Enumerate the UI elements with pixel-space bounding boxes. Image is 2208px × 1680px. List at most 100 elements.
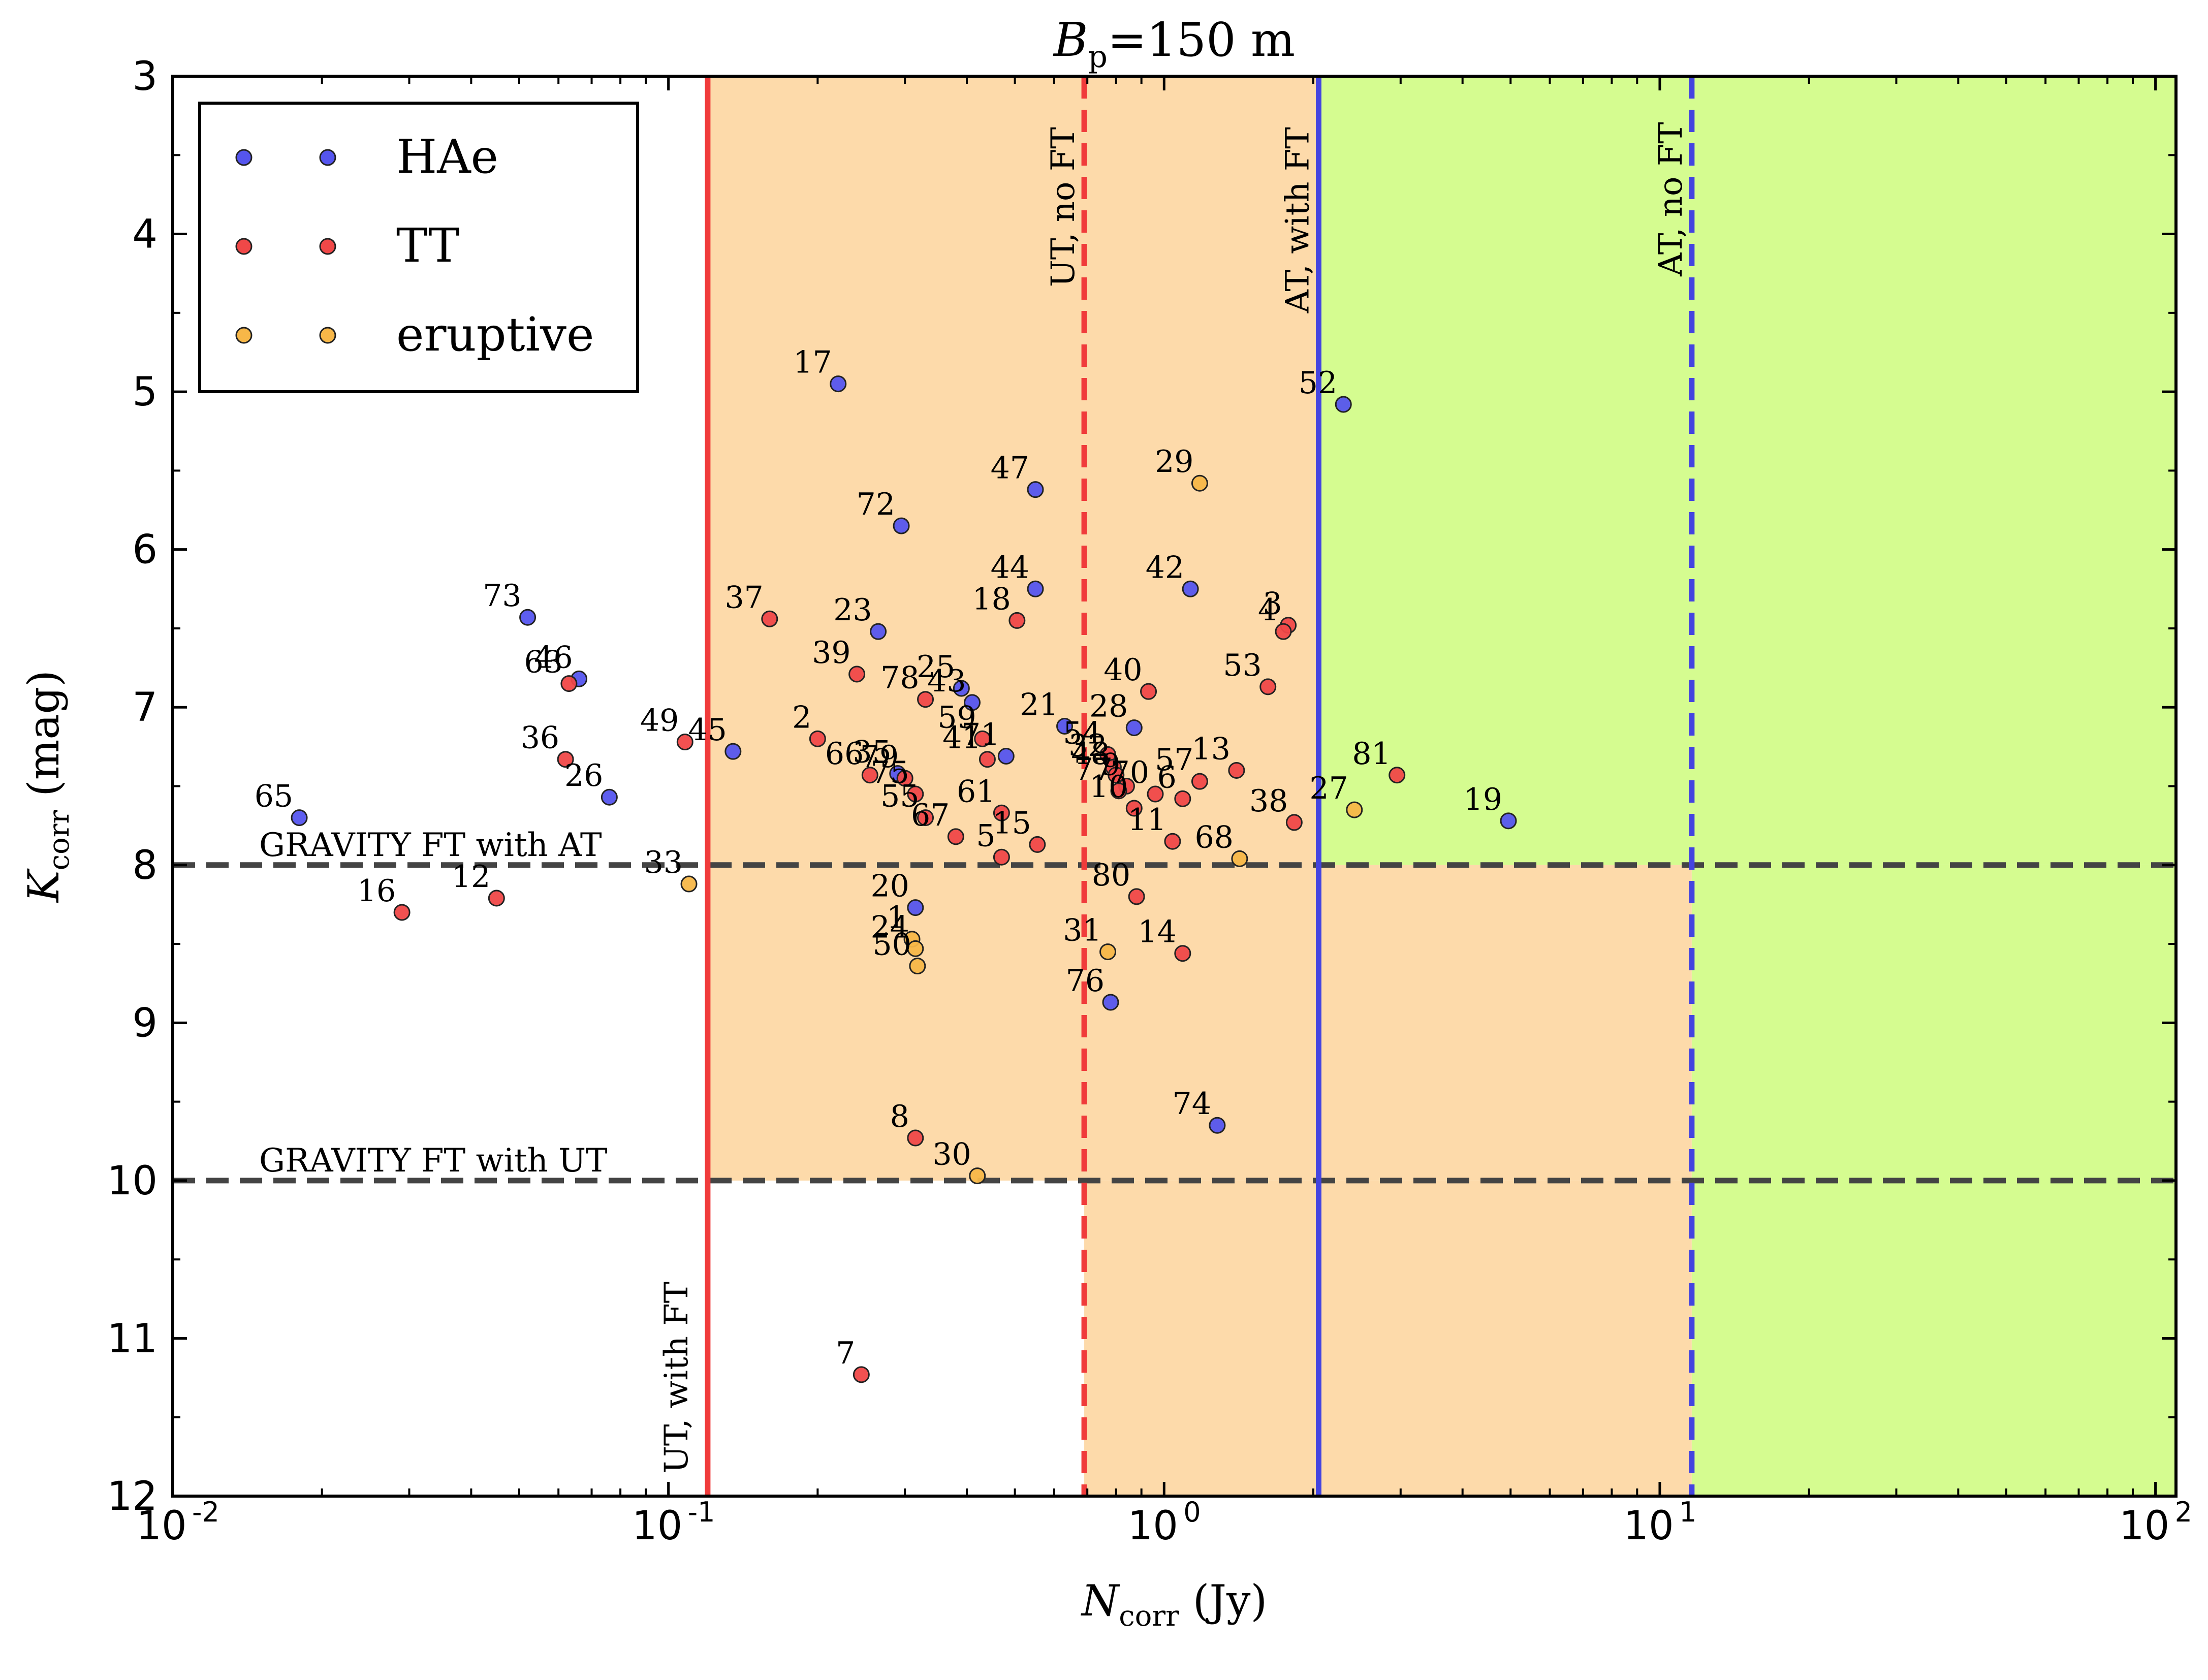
point-tt-15 bbox=[1029, 836, 1046, 853]
orange-zone-lower bbox=[1084, 1180, 1692, 1496]
point-label-37: 37 bbox=[724, 580, 763, 615]
y-tick-label-2: 5 bbox=[132, 369, 157, 415]
point-tt-61 bbox=[993, 804, 1010, 821]
point-hae-71 bbox=[997, 747, 1015, 765]
point-label-54: 54 bbox=[1063, 715, 1101, 751]
point-tt-49 bbox=[676, 734, 693, 751]
point-label-35: 35 bbox=[853, 735, 891, 770]
point-label-15: 15 bbox=[992, 805, 1031, 841]
point-label-45: 45 bbox=[688, 712, 727, 748]
orange-zone-upper bbox=[707, 76, 1319, 1181]
vline-label-2: AT, with FT bbox=[1279, 127, 1316, 314]
y-axis-label: Kcorr (mag) bbox=[19, 670, 76, 903]
chart-title: Bp=150 m bbox=[1053, 13, 1295, 75]
vline-label-1: UT, no FT bbox=[1045, 127, 1082, 287]
legend-marker-0 bbox=[235, 149, 253, 166]
x-axis-label: Ncorr (Jy) bbox=[1081, 1576, 1268, 1633]
hline-label-0: GRAVITY FT with AT bbox=[259, 827, 602, 864]
green-zone-upper bbox=[1318, 76, 2176, 865]
y-tick-label-4: 7 bbox=[132, 685, 157, 731]
point-label-55: 55 bbox=[880, 779, 919, 814]
legend-marker-b-0 bbox=[319, 149, 336, 166]
point-hae-17 bbox=[830, 375, 847, 393]
point-hae-21 bbox=[1056, 717, 1074, 735]
point-tt-11 bbox=[1164, 833, 1181, 850]
point-label-17: 17 bbox=[793, 345, 832, 381]
point-tt-38 bbox=[1285, 814, 1303, 831]
point-tt-53 bbox=[1259, 678, 1277, 695]
point-tt-77 bbox=[1110, 782, 1127, 800]
x-tick-label-2: 10 bbox=[1128, 1503, 1178, 1549]
x-tick-exp-0: -2 bbox=[192, 1496, 219, 1528]
point-hae-74 bbox=[1209, 1117, 1226, 1134]
point-tt-6 bbox=[1174, 790, 1191, 807]
point-hae-76 bbox=[1102, 994, 1119, 1011]
point-hae-65 bbox=[291, 809, 308, 827]
legend-label-1: TT bbox=[396, 218, 459, 273]
point-label-63: 63 bbox=[524, 645, 563, 680]
point-eruptive-50 bbox=[909, 958, 926, 975]
point-label-1: 1 bbox=[887, 900, 906, 936]
point-tt-41 bbox=[979, 751, 996, 768]
point-label-43: 43 bbox=[927, 663, 966, 699]
point-hae-23 bbox=[870, 623, 887, 640]
ylabel-main: K bbox=[19, 868, 69, 903]
xlabel-rest: (Jy) bbox=[1179, 1576, 1267, 1626]
point-tt-13 bbox=[1228, 762, 1245, 779]
point-hae-45 bbox=[724, 743, 742, 760]
xlabel-main: N bbox=[1081, 1576, 1120, 1626]
point-eruptive-68 bbox=[1231, 850, 1248, 867]
point-label-71: 71 bbox=[961, 717, 1000, 752]
point-tt-5 bbox=[993, 848, 1010, 866]
point-label-13: 13 bbox=[1192, 731, 1231, 767]
x-tick-label-3: 10 bbox=[1623, 1503, 1674, 1549]
legend-marker-2 bbox=[235, 327, 253, 344]
point-label-44: 44 bbox=[991, 550, 1029, 585]
point-label-67: 67 bbox=[911, 798, 950, 833]
point-hae-25 bbox=[953, 680, 970, 697]
point-hae-47 bbox=[1027, 481, 1044, 498]
point-hae-43 bbox=[964, 694, 981, 711]
point-label-3: 3 bbox=[1263, 586, 1282, 622]
point-tt-10 bbox=[1125, 800, 1143, 817]
y-tick-label-0: 3 bbox=[132, 54, 157, 100]
point-label-81: 81 bbox=[1352, 736, 1391, 772]
y-tick-label-3: 6 bbox=[132, 527, 157, 573]
point-label-50: 50 bbox=[872, 927, 911, 963]
legend-marker-b-1 bbox=[319, 238, 336, 255]
point-label-61: 61 bbox=[957, 774, 995, 809]
point-label-24: 24 bbox=[870, 909, 909, 945]
point-label-7: 7 bbox=[836, 1336, 855, 1371]
point-label-6: 6 bbox=[1157, 759, 1177, 795]
point-label-19: 19 bbox=[1464, 782, 1502, 817]
point-tt-7 bbox=[853, 1366, 870, 1383]
ylabel-rest: (mag) bbox=[19, 670, 69, 810]
point-eruptive-27 bbox=[1346, 801, 1363, 818]
point-tt-70 bbox=[1147, 785, 1164, 803]
point-hae-19 bbox=[1500, 812, 1517, 830]
point-label-25: 25 bbox=[917, 649, 955, 685]
point-eruptive-31 bbox=[1099, 943, 1117, 961]
point-label-27: 27 bbox=[1309, 771, 1348, 806]
point-label-4: 4 bbox=[1258, 592, 1277, 628]
point-label-72: 72 bbox=[857, 487, 895, 522]
point-tt-37 bbox=[761, 610, 778, 627]
point-label-42: 42 bbox=[1146, 550, 1184, 585]
point-label-57: 57 bbox=[1155, 742, 1193, 778]
point-label-52: 52 bbox=[1299, 365, 1337, 401]
x-tick-exp-2: 0 bbox=[1183, 1496, 1201, 1528]
point-tt-81 bbox=[1389, 767, 1406, 784]
point-tt-75 bbox=[907, 785, 924, 803]
y-tick-label-8: 11 bbox=[107, 1316, 157, 1361]
point-tt-14 bbox=[1174, 945, 1191, 962]
point-label-26: 26 bbox=[564, 758, 603, 794]
point-label-68: 68 bbox=[1195, 819, 1234, 855]
point-label-10: 10 bbox=[1089, 769, 1128, 805]
point-label-14: 14 bbox=[1138, 914, 1176, 950]
threshold-line-labels: GRAVITY FT with AT GRAVITY FT with UT UT, … bbox=[259, 122, 1690, 1473]
x-tick-label-0: 10 bbox=[136, 1503, 186, 1549]
point-label-32: 32 bbox=[1068, 728, 1107, 764]
point-tt-63 bbox=[560, 675, 578, 692]
